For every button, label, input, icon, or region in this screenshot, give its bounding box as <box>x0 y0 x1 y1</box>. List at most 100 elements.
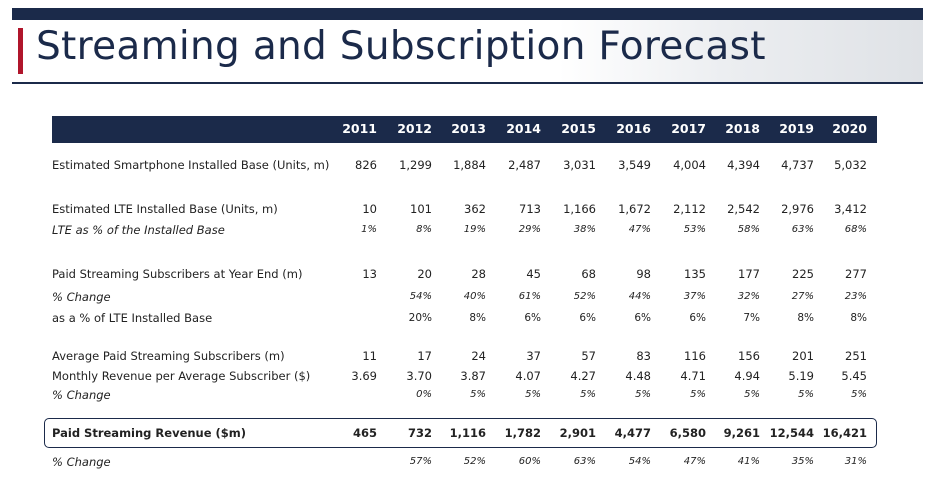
revenue-highlight-box <box>44 418 877 448</box>
year-header: 2012 <box>397 121 432 136</box>
table-cell: 1,299 <box>399 158 432 172</box>
table-cell: 63% <box>573 456 596 467</box>
table-cell: 732 <box>407 426 432 440</box>
table-cell: 23% <box>844 291 867 302</box>
row-label: Estimated LTE Installed Base (Units, m) <box>52 202 278 216</box>
row-label: % Change <box>52 290 111 304</box>
table-cell: 54% <box>409 291 432 302</box>
table-cell: 19% <box>463 224 486 235</box>
table-cell: 37% <box>683 291 706 302</box>
table-cell: 6% <box>524 312 541 324</box>
table-cell: 7% <box>743 312 760 324</box>
row-label: Monthly Revenue per Average Subscriber (… <box>52 369 311 383</box>
table-cell: 12,544 <box>769 426 814 440</box>
table-cell: 28 <box>471 267 486 281</box>
table-cell: 1,782 <box>504 426 541 440</box>
table-cell: 0% <box>416 389 432 400</box>
table-cell: 8% <box>850 312 867 324</box>
year-header: 2019 <box>779 121 814 136</box>
table-cell: 60% <box>518 456 541 467</box>
table-cell: 6,580 <box>669 426 706 440</box>
year-header: 2011 <box>342 121 377 136</box>
table-cell: 201 <box>792 349 814 363</box>
page-title: Streaming and Subscription Forecast <box>36 24 766 69</box>
table-cell: 5% <box>851 389 867 400</box>
table-cell: 8% <box>469 312 486 324</box>
table-cell: 37 <box>526 349 541 363</box>
table-cell: 54% <box>628 456 651 467</box>
table-cell: 4,394 <box>727 158 760 172</box>
table-cell: 61% <box>518 291 541 302</box>
table-cell: 4.07 <box>515 369 541 383</box>
table-cell: 29% <box>518 224 541 235</box>
table-cell: 5% <box>690 389 706 400</box>
year-header: 2014 <box>506 121 541 136</box>
table-cell: 10 <box>362 202 377 216</box>
table-cell: 45 <box>526 267 541 281</box>
table-cell: 4.71 <box>680 369 706 383</box>
table-cell: 4.94 <box>734 369 760 383</box>
table-cell: 5.19 <box>788 369 814 383</box>
table-cell: 5% <box>580 389 596 400</box>
row-label: Paid Streaming Subscribers at Year End (… <box>52 267 303 281</box>
table-cell: 17 <box>417 349 432 363</box>
year-header: 2016 <box>616 121 651 136</box>
table-cell: 35% <box>791 456 814 467</box>
table-cell: 5% <box>470 389 486 400</box>
table-cell: 53% <box>683 224 706 235</box>
table-cell: 57% <box>409 456 432 467</box>
table-cell: 2,542 <box>727 202 760 216</box>
table-cell: 27% <box>791 291 814 302</box>
table-cell: 20 <box>417 267 432 281</box>
year-header: 2020 <box>832 121 867 136</box>
table-cell: 16,421 <box>822 426 867 440</box>
table-cell: 40% <box>463 291 486 302</box>
table-cell: 2,901 <box>559 426 596 440</box>
table-cell: 5% <box>525 389 541 400</box>
table-cell: 116 <box>684 349 706 363</box>
table-cell: 2,976 <box>781 202 814 216</box>
table-cell: 32% <box>737 291 760 302</box>
title-accent-bar <box>18 28 23 74</box>
table-cell: 5% <box>744 389 760 400</box>
table-cell: 251 <box>845 349 867 363</box>
table-cell: 5.45 <box>841 369 867 383</box>
table-cell: 156 <box>738 349 760 363</box>
table-cell: 225 <box>792 267 814 281</box>
table-cell: 68% <box>844 224 867 235</box>
year-header: 2015 <box>561 121 596 136</box>
year-header: 2013 <box>451 121 486 136</box>
table-cell: 38% <box>573 224 596 235</box>
table-cell: 24 <box>471 349 486 363</box>
table-cell: 58% <box>737 224 760 235</box>
table-cell: 63% <box>791 224 814 235</box>
table-cell: 4,477 <box>614 426 651 440</box>
table-cell: 47% <box>628 224 651 235</box>
title-banner: Streaming and Subscription Forecast <box>12 20 923 84</box>
table-cell: 4.48 <box>625 369 651 383</box>
table-cell: 2,112 <box>673 202 706 216</box>
top-accent-bar <box>12 8 923 20</box>
table-cell: 57 <box>581 349 596 363</box>
table-cell: 83 <box>636 349 651 363</box>
row-label: Estimated Smartphone Installed Base (Uni… <box>52 158 330 172</box>
table-cell: 6% <box>579 312 596 324</box>
table-cell: 68 <box>581 267 596 281</box>
table-cell: 13 <box>362 267 377 281</box>
table-cell: 5,032 <box>834 158 867 172</box>
year-header: 2017 <box>671 121 706 136</box>
row-label: % Change <box>52 388 111 402</box>
table-cell: 5% <box>798 389 814 400</box>
table-cell: 52% <box>463 456 486 467</box>
table-cell: 4,004 <box>673 158 706 172</box>
table-cell: 101 <box>410 202 432 216</box>
table-cell: 177 <box>738 267 760 281</box>
table-cell: 4,737 <box>781 158 814 172</box>
table-cell: 826 <box>355 158 377 172</box>
table-cell: 135 <box>684 267 706 281</box>
row-label: as a % of LTE Installed Base <box>52 311 213 325</box>
table-cell: 9,261 <box>723 426 760 440</box>
table-cell: 465 <box>352 426 377 440</box>
row-label: Average Paid Streaming Subscribers (m) <box>52 349 285 363</box>
table-cell: 3,031 <box>563 158 596 172</box>
